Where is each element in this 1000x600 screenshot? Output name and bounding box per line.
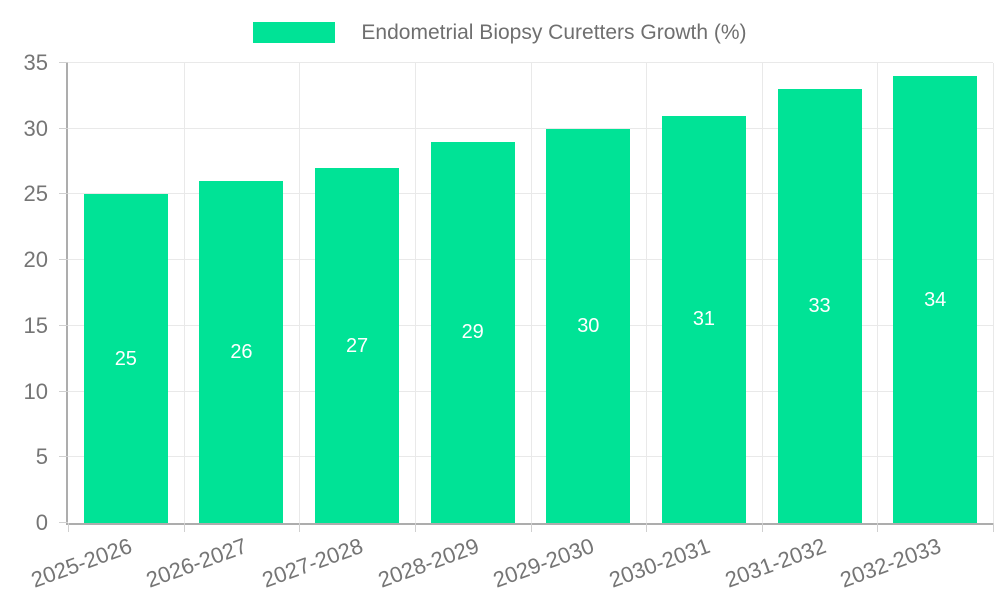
y-axis-label: 15 (23, 312, 48, 338)
x-axis-tick (414, 523, 416, 532)
v-gridline (877, 63, 879, 523)
y-axis-label: 30 (23, 115, 48, 141)
chart-legend[interactable]: Endometrial Biopsy Curetters Growth (%) (0, 20, 1000, 45)
y-axis-label: 0 (35, 510, 48, 535)
y-axis-tick (59, 456, 68, 458)
h-gridline (68, 62, 993, 63)
plot-area (66, 63, 993, 525)
y-axis-tick (59, 127, 68, 129)
x-axis-tick (299, 523, 301, 532)
bar[interactable]: 34 (893, 76, 978, 523)
y-axis-tick (59, 390, 68, 392)
v-gridline (646, 63, 648, 523)
bar-value-label: 30 (577, 314, 600, 337)
bar-value-label: 33 (808, 295, 831, 318)
bar-value-label: 29 (461, 321, 484, 344)
y-axis-label: 25 (23, 181, 48, 207)
y-axis-tick (59, 522, 68, 523)
v-gridline (530, 63, 532, 523)
y-axis-tick (59, 62, 68, 63)
bar-value-label: 31 (692, 308, 716, 331)
y-axis-tick (59, 324, 68, 326)
bar[interactable]: 25 (83, 194, 168, 523)
x-axis-tick (761, 523, 763, 532)
bar[interactable]: 30 (546, 128, 631, 523)
bar[interactable]: 29 (430, 141, 515, 523)
y-axis-label: 5 (35, 444, 48, 470)
legend-label: Endometrial Biopsy Curetters Growth (%) (361, 21, 747, 44)
y-axis-tick (59, 193, 68, 195)
bar[interactable]: 27 (315, 168, 400, 523)
bar-value-label: 34 (924, 288, 947, 311)
v-gridline (993, 63, 994, 523)
bar[interactable]: 33 (777, 89, 862, 523)
bar[interactable]: 26 (199, 181, 284, 523)
x-axis-tick (183, 523, 185, 532)
y-axis-label: 20 (23, 247, 48, 273)
bar-value-label: 26 (230, 341, 253, 364)
v-gridline (414, 63, 416, 523)
v-gridline (183, 63, 185, 523)
y-axis-label: 10 (23, 378, 48, 404)
x-axis-tick (530, 523, 532, 532)
legend-swatch (253, 22, 336, 43)
v-gridline (299, 63, 301, 523)
x-axis-tick (993, 523, 994, 532)
x-axis-tick (877, 523, 879, 532)
bar-value-label: 27 (345, 334, 369, 357)
x-axis-tick (68, 523, 69, 532)
v-gridline (761, 63, 763, 523)
x-axis-tick (646, 523, 648, 532)
bar-value-label: 25 (114, 347, 137, 370)
y-axis-label: 35 (23, 50, 48, 75)
bar[interactable]: 31 (661, 115, 746, 523)
y-axis-tick (59, 259, 68, 261)
